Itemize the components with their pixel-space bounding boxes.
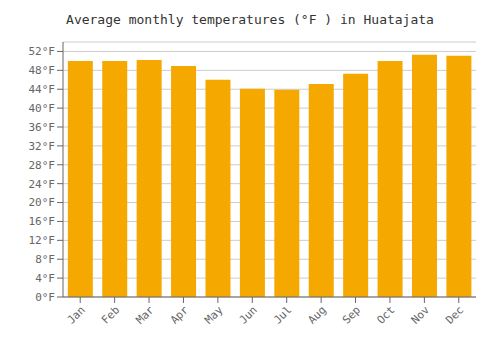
svg-text:0°F: 0°F (35, 291, 55, 304)
svg-text:20°F: 20°F (29, 196, 56, 209)
svg-text:Aug: Aug (306, 303, 329, 326)
svg-text:May: May (202, 303, 226, 327)
svg-text:Feb: Feb (99, 303, 122, 326)
svg-text:Jul: Jul (271, 303, 294, 326)
svg-text:Sep: Sep (340, 303, 363, 326)
svg-text:8°F: 8°F (35, 253, 55, 266)
svg-text:12°F: 12°F (29, 234, 56, 247)
svg-text:4°F: 4°F (35, 272, 55, 285)
svg-text:16°F: 16°F (29, 215, 56, 228)
svg-text:32°F: 32°F (29, 140, 56, 153)
svg-text:36°F: 36°F (29, 121, 56, 134)
svg-text:Mar: Mar (133, 303, 157, 327)
svg-text:Jun: Jun (237, 303, 260, 326)
svg-text:Dec: Dec (443, 303, 466, 326)
html-text:Average monthly temperatures (: Average monthly temperatures (°F ) in Hu… (66, 12, 434, 27)
svg-text:28°F: 28°F (29, 159, 56, 172)
svg-text:48°F: 48°F (29, 64, 56, 77)
svg-text:Oct: Oct (374, 303, 397, 326)
svg-text:Nov: Nov (409, 303, 433, 327)
svg-text:40°F: 40°F (29, 102, 56, 115)
svg-text:Jan: Jan (65, 303, 88, 326)
svg-text:24°F: 24°F (29, 178, 56, 191)
svg-text:44°F: 44°F (29, 83, 56, 96)
svg-text:52°F: 52°F (29, 45, 56, 58)
svg-text:Apr: Apr (168, 303, 192, 327)
